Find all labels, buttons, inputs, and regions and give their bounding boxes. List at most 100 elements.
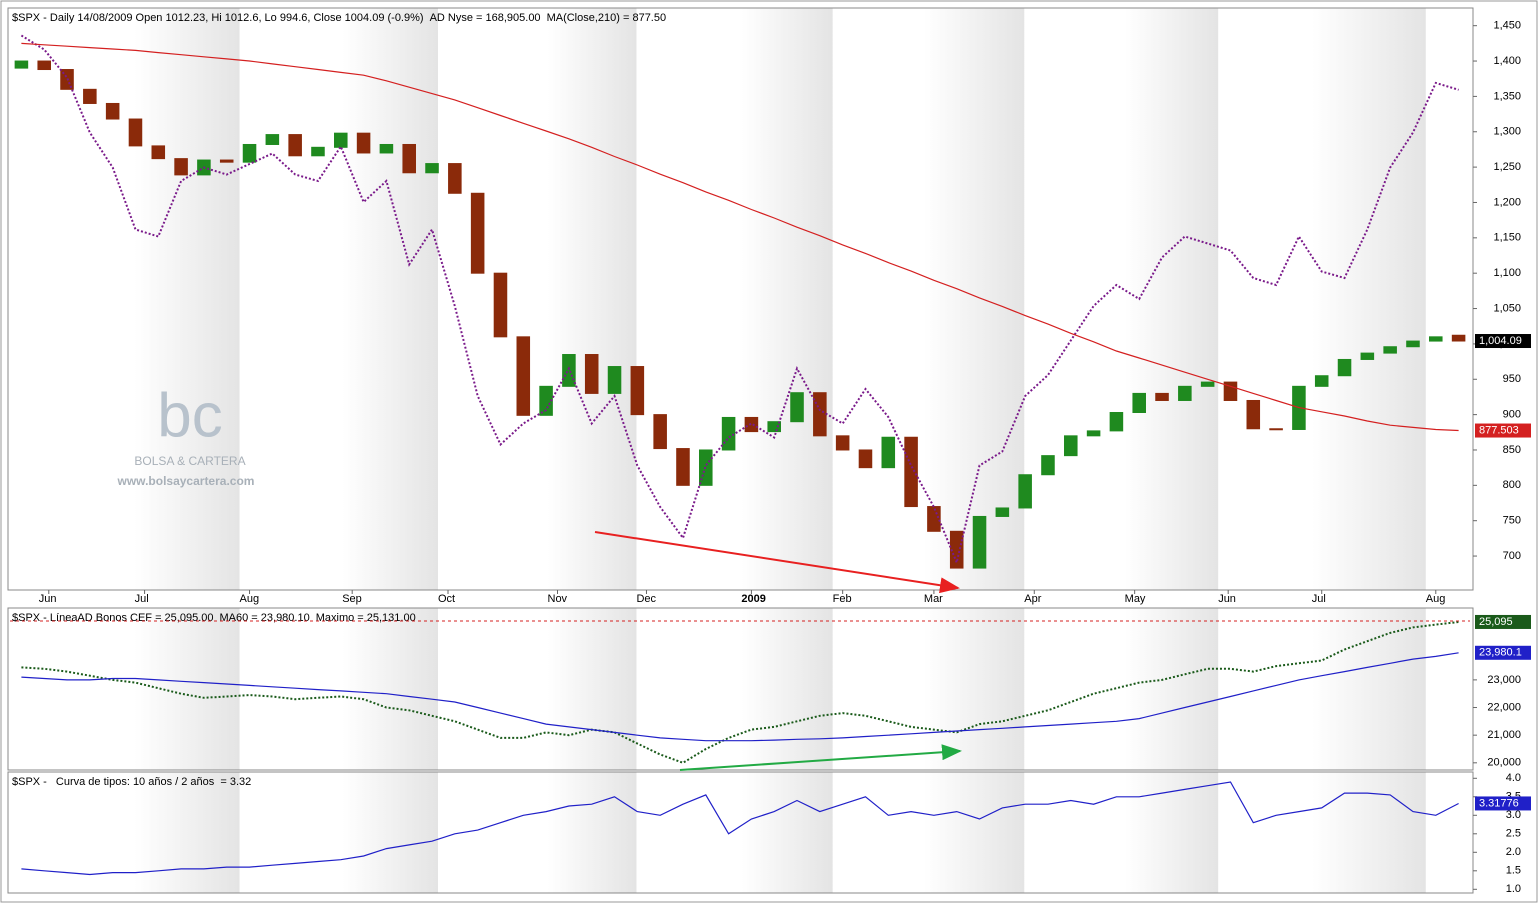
candle bbox=[630, 366, 645, 416]
candle bbox=[83, 88, 97, 104]
candle bbox=[949, 530, 964, 569]
candle bbox=[1041, 455, 1055, 476]
x-tick-label: Nov bbox=[548, 593, 568, 605]
candle bbox=[790, 392, 804, 423]
y-tick-label: 1,200 bbox=[1493, 196, 1521, 208]
x-tick-label: Dec bbox=[636, 593, 656, 605]
candle bbox=[242, 143, 257, 163]
month-band bbox=[342, 608, 438, 770]
candle bbox=[37, 60, 51, 71]
candle bbox=[151, 145, 166, 160]
month-bands bbox=[134, 8, 1426, 893]
candle bbox=[562, 354, 576, 387]
divergence-arrow bbox=[594, 531, 960, 594]
candle bbox=[972, 515, 987, 569]
x-tick-label: Jun bbox=[1218, 593, 1236, 605]
x-tick-label: Oct bbox=[438, 593, 455, 605]
candle bbox=[1314, 375, 1329, 387]
last-value-box bbox=[1475, 614, 1531, 629]
month-band bbox=[923, 772, 1025, 893]
candle bbox=[539, 385, 553, 416]
divergence-arrow bbox=[679, 744, 962, 771]
candle bbox=[1269, 428, 1283, 431]
y-tick-label: 23,000 bbox=[1487, 674, 1521, 686]
legend-text: AD Nyse = 168,905.00 bbox=[430, 12, 541, 24]
candle bbox=[1064, 435, 1078, 457]
month-band bbox=[1311, 608, 1426, 770]
x-tick-label: Sep bbox=[342, 593, 362, 605]
y-tick-label: 800 bbox=[1503, 479, 1521, 491]
candle bbox=[265, 134, 280, 145]
y-tick-label: 1,350 bbox=[1493, 90, 1521, 102]
y-tick-label: 1,400 bbox=[1493, 55, 1521, 67]
watermark-url: www.bolsaycartera.com bbox=[117, 474, 255, 488]
candle bbox=[1360, 352, 1375, 360]
candle bbox=[470, 192, 485, 274]
y-tick-label: 750 bbox=[1503, 515, 1521, 527]
candle bbox=[14, 60, 29, 69]
month-band bbox=[741, 772, 833, 893]
candle bbox=[1086, 430, 1101, 437]
x-tick-label: Aug bbox=[1426, 593, 1446, 605]
candle bbox=[813, 392, 827, 437]
candle bbox=[219, 159, 234, 163]
y-tick-label: 850 bbox=[1503, 444, 1521, 456]
candle bbox=[653, 414, 667, 450]
candle bbox=[1018, 474, 1032, 509]
candle bbox=[927, 506, 941, 532]
y-tick-label: 950 bbox=[1503, 373, 1521, 385]
legend-text: MA60 = 23,980.10 bbox=[220, 612, 310, 624]
legend-text: $SPX - Daily 14/08/2009 Open 1012.23, Hi… bbox=[12, 12, 424, 24]
candle bbox=[1200, 381, 1215, 387]
watermark-name: BOLSA & CARTERA bbox=[134, 454, 245, 468]
month-band bbox=[1124, 772, 1219, 893]
candle bbox=[858, 449, 873, 469]
y-tick-label: 700 bbox=[1503, 550, 1521, 562]
candle bbox=[1178, 385, 1192, 401]
legend-text: = 877.50 bbox=[620, 12, 666, 24]
series-line bbox=[21, 781, 1459, 876]
last-value-label: 25,095 bbox=[1479, 616, 1513, 628]
month-band bbox=[1124, 608, 1219, 770]
watermark-logo: bc bbox=[157, 381, 222, 450]
y-tick-label: 1,050 bbox=[1493, 302, 1521, 314]
last-value-label: 23,980.1 bbox=[1479, 647, 1522, 659]
month-band bbox=[741, 608, 833, 770]
month-band bbox=[923, 8, 1025, 590]
month-band bbox=[134, 608, 240, 770]
month-band bbox=[547, 608, 637, 770]
x-tick-label: May bbox=[1125, 593, 1146, 605]
y-tick-label: 3.0 bbox=[1506, 809, 1521, 821]
last-value-label: 877.503 bbox=[1479, 424, 1519, 436]
y-tick-label: 1.5 bbox=[1506, 865, 1521, 877]
x-tick-label: 2009 bbox=[741, 593, 765, 605]
candle bbox=[767, 421, 781, 433]
candle bbox=[334, 132, 348, 148]
month-band bbox=[134, 772, 240, 893]
candle bbox=[584, 354, 599, 394]
candle bbox=[676, 448, 690, 486]
last-value-box bbox=[1475, 334, 1531, 349]
series-line bbox=[20, 34, 1459, 566]
month-band bbox=[342, 8, 438, 590]
y-tick-label: 22,000 bbox=[1487, 701, 1521, 713]
month-band bbox=[547, 772, 637, 893]
y-tick-label: 21,000 bbox=[1487, 729, 1521, 741]
x-tick-label: Aug bbox=[240, 593, 260, 605]
candle bbox=[881, 436, 896, 469]
legend-text: MA(Close,210) bbox=[547, 12, 620, 24]
month-band bbox=[741, 8, 833, 590]
y-tick-label: 1,300 bbox=[1493, 126, 1521, 138]
y-tick-label: 900 bbox=[1503, 409, 1521, 421]
legend-text: $SPX - bbox=[12, 776, 50, 788]
legend-text: Maximo = 25,131.00 bbox=[316, 612, 416, 624]
last-value-box bbox=[1475, 796, 1531, 811]
legend-text: $SPX - LíneaAD Bonos CEF = 25,095.00 bbox=[12, 612, 214, 624]
month-band bbox=[1124, 8, 1219, 590]
y-tick-label: 1,100 bbox=[1493, 267, 1521, 279]
month-band bbox=[547, 8, 637, 590]
y-tick-label: 20,000 bbox=[1487, 757, 1521, 769]
plots: 7007508008509009501,0001,0501,1001,1501,… bbox=[7, 7, 1531, 895]
candle bbox=[1429, 336, 1443, 342]
